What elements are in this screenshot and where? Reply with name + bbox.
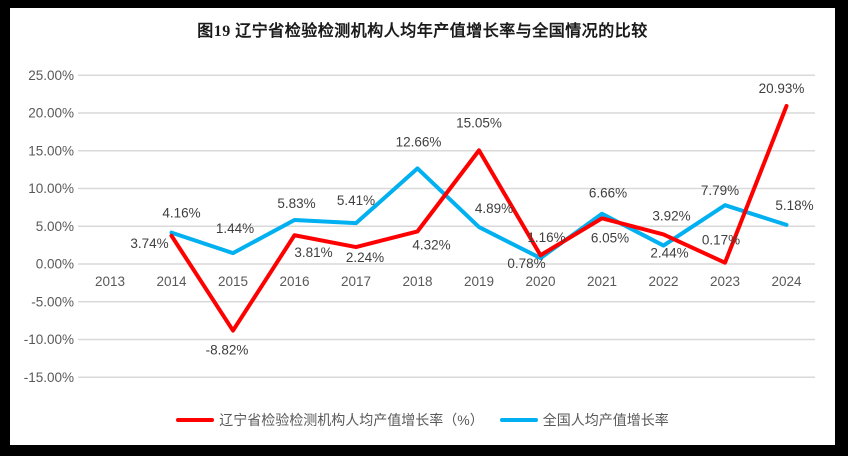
data-label-national-2022: 2.44% [650, 246, 688, 261]
data-label-liaoning-2017: 2.24% [346, 250, 384, 265]
data-label-liaoning-2015: -8.82% [206, 343, 249, 358]
x-axis-tick-label: 2018 [402, 274, 432, 289]
legend-swatch-national-blue-line [499, 418, 538, 422]
legend-item-liaoning: 辽宁省检验检测机构人均产值增长率（%） [176, 410, 484, 430]
y-axis-tick-label: 10.00% [28, 181, 74, 196]
y-axis-tick-label: 0.00% [36, 257, 74, 272]
chart-frame: 图19 辽宁省检验检测机构人均年产值增长率与全国情况的比较 25.00% 20.0… [10, 8, 835, 445]
x-axis-tick-label: 2013 [95, 274, 125, 289]
legend-item-national: 全国人均产值增长率 [499, 410, 669, 430]
data-label-liaoning-2020: 1.16% [527, 230, 565, 245]
data-label-national-2018: 12.66% [396, 134, 442, 149]
series-line-liaoning [169, 103, 789, 333]
data-label-liaoning-2019: 15.05% [456, 115, 502, 130]
data-label-national-2014: 4.16% [162, 206, 200, 221]
x-axis-tick-label: 2014 [156, 274, 187, 289]
x-axis-tick-label: 2016 [279, 274, 309, 289]
y-axis-tick-label: -5.00% [31, 294, 74, 309]
data-label-national-2017: 5.41% [337, 193, 375, 208]
data-label-liaoning-2023: 0.17% [702, 233, 740, 248]
chart-legend: 辽宁省检验检测机构人均产值增长率（%） 全国人均产值增长率 [10, 408, 835, 432]
data-label-national-2021: 6.66% [589, 186, 627, 201]
y-axis-tick-label: 5.00% [36, 219, 74, 234]
y-axis-tick-label: -10.00% [24, 332, 74, 347]
data-label-national-2023: 7.79% [701, 183, 739, 198]
data-label-national-2024: 5.18% [775, 198, 813, 213]
legend-label-liaoning: 辽宁省检验检测机构人均产值增长率（%） [219, 412, 484, 428]
data-label-liaoning-2022: 3.92% [652, 208, 690, 223]
x-axis-tick-label: 2015 [218, 274, 248, 289]
series-line-national [169, 166, 789, 261]
x-axis-tick-label: 2023 [710, 274, 740, 289]
legend-label-national: 全国人均产值增长率 [542, 412, 669, 428]
data-label-national-2016: 5.83% [277, 196, 315, 211]
chart-title: 图19 辽宁省检验检测机构人均年产值增长率与全国情况的比较 [197, 23, 648, 40]
data-label-national-2019: 4.89% [475, 201, 513, 216]
data-label-liaoning-2021: 6.05% [591, 230, 629, 245]
x-axis-tick-label: 2019 [464, 274, 494, 289]
y-axis-tick-label: 25.00% [28, 68, 74, 83]
data-label-liaoning-2014: 3.74% [130, 236, 168, 251]
x-axis-tick-label: 2021 [587, 274, 617, 289]
data-label-national-2020: 0.78% [507, 256, 545, 271]
x-axis-tick-label: 2022 [648, 274, 678, 289]
data-label-liaoning-2016: 3.81% [294, 245, 332, 260]
y-axis-tick-label: -15.00% [24, 370, 74, 385]
x-axis-tick-label: 2024 [771, 274, 802, 289]
x-axis-tick-label: 2017 [341, 274, 371, 289]
data-label-national-2015: 1.44% [216, 221, 254, 236]
x-axis-tick-label: 2020 [525, 274, 555, 289]
data-label-liaoning-2018: 4.32% [412, 237, 450, 252]
y-axis-tick-label: 15.00% [28, 143, 74, 158]
y-axis-tick-label: 20.00% [28, 106, 74, 121]
legend-swatch-liaoning-red-line [176, 418, 215, 422]
line-chart-plot-area: 25.00% 20.00% 15.00% 10.00% 5.00% 0.00% -5.00%… [24, 68, 815, 385]
data-label-liaoning-2024: 20.93% [759, 81, 805, 96]
